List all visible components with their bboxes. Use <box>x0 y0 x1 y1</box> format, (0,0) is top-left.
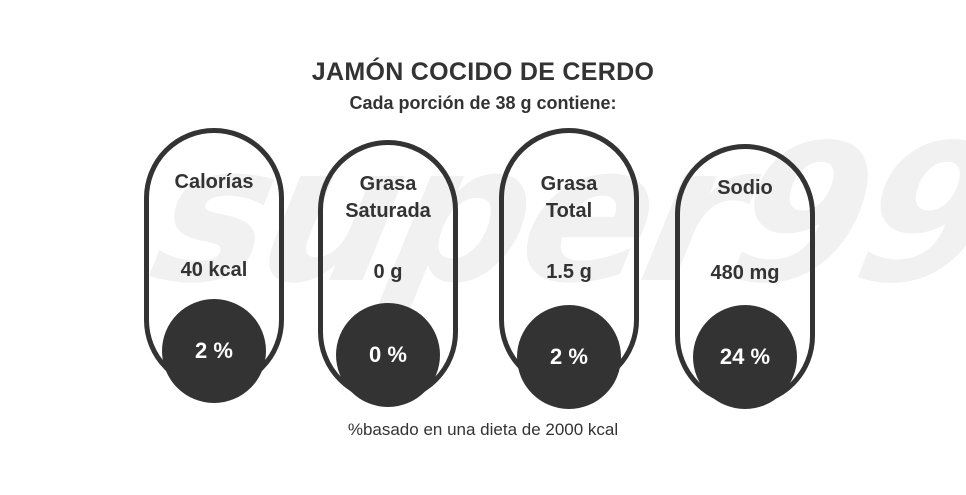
percent-circle: 2 % <box>517 305 621 409</box>
percent-value: 2 % <box>550 344 588 369</box>
nutrient-label-line: Total <box>545 200 593 222</box>
nutrient-value: 0 g <box>373 261 403 283</box>
serving-size: Cada porción de 38 g contiene: <box>349 93 617 113</box>
nutrient-label: Grasa Total <box>504 171 634 225</box>
percent-circle: 24 % <box>693 305 797 409</box>
nutrient-value: 480 mg <box>710 262 780 284</box>
nutrient-label-line: Saturada <box>345 200 431 222</box>
nutrient-label-line: Calorías <box>174 171 254 193</box>
product-title: JAMÓN COCIDO DE CERDO <box>311 58 655 86</box>
nutrient-label: Grasa Saturada <box>323 171 453 225</box>
nutrient-pill-total-fat: Grasa Total 1.5 g 2 % <box>499 128 639 409</box>
nutrient-pill-saturated-fat: Grasa Saturada 0 g 0 % <box>318 140 458 407</box>
nutrient-pill-calories: Calorías 40 kcal 2 % <box>144 128 284 403</box>
nutrient-value: 1.5 g <box>546 261 592 283</box>
nutrient-label-line: Grasa <box>540 173 598 195</box>
nutrient-label-line: Grasa <box>359 173 417 195</box>
percent-circle: 0 % <box>336 303 440 407</box>
nutrient-label: Sodio <box>680 175 810 202</box>
nutrient-label-line: Sodio <box>717 177 773 199</box>
percent-value: 0 % <box>369 342 407 367</box>
percent-circle: 2 % <box>162 299 266 403</box>
percent-value: 24 % <box>719 344 771 369</box>
footnote: %basado en una dieta de 2000 kcal <box>347 420 619 439</box>
nutrient-value: 40 kcal <box>180 259 248 281</box>
nutrient-pill-sodium: Sodio 480 mg 24 % <box>675 144 815 409</box>
percent-value: 2 % <box>195 338 233 363</box>
nutrient-label: Calorías <box>149 169 279 196</box>
